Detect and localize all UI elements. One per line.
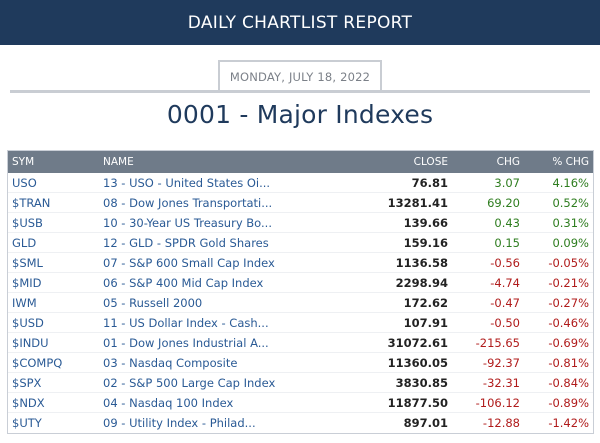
change-value: 0.15 [494, 235, 520, 250]
table-row[interactable]: $TRAN 08 - Dow Jones Transportati... 13281… [8, 193, 593, 213]
symbol-link[interactable]: $SML [12, 255, 43, 270]
percent-change-value: -0.27% [548, 295, 589, 310]
index-name-link[interactable]: 08 - Dow Jones Transportati... [103, 195, 273, 210]
table-row[interactable]: $MID 06 - S&P 400 Mid Cap Index 2298.94 -4.… [8, 273, 593, 293]
close-value: 1136.58 [395, 255, 448, 270]
change-value: 3.07 [494, 175, 520, 190]
percent-change-value: -0.81% [548, 355, 589, 370]
divider [10, 90, 590, 93]
symbol-link[interactable]: $UTY [12, 416, 42, 430]
percent-change-value: -0.21% [548, 275, 589, 290]
index-name-link[interactable]: 07 - S&P 600 Small Cap Index [103, 255, 275, 270]
index-name-link[interactable]: 09 - Utility Index - Philad... [103, 416, 256, 430]
symbol-link[interactable]: USO [12, 175, 37, 190]
change-value: 69.20 [487, 195, 520, 210]
change-value: 0.43 [494, 215, 520, 230]
percent-change-value: 0.09% [552, 235, 589, 250]
change-value: -12.88 [482, 416, 520, 430]
index-name-link[interactable]: 05 - Russell 2000 [103, 295, 203, 310]
close-value: 897.01 [403, 416, 448, 430]
column-header-sym[interactable]: SYM [12, 156, 35, 168]
symbol-link[interactable]: $TRAN [12, 195, 51, 210]
change-value: -0.47 [490, 295, 520, 310]
percent-change-value: -1.42% [548, 416, 589, 430]
change-value: -106.12 [475, 395, 520, 410]
close-value: 139.66 [403, 215, 448, 230]
indexes-table: SYM NAME CLOSE CHG % CHG USO 13 - USO - U… [7, 150, 594, 434]
table-header: SYM NAME CLOSE CHG % CHG [8, 151, 593, 173]
percent-change-value: -0.46% [548, 315, 589, 330]
symbol-link[interactable]: $INDU [12, 335, 49, 350]
index-name-link[interactable]: 02 - S&P 500 Large Cap Index [103, 375, 276, 390]
percent-change-value: -0.69% [548, 335, 589, 350]
table-row[interactable]: $NDX 04 - Nasdaq 100 Index 11877.50 -106.12… [8, 393, 593, 413]
column-header-chg[interactable]: CHG [496, 156, 520, 168]
percent-change-value: -0.05% [548, 255, 589, 270]
table-row[interactable]: $USB 10 - 30-Year US Treasury Bo... 139.66… [8, 213, 593, 233]
change-value: -4.74 [490, 275, 520, 290]
column-header-name[interactable]: NAME [103, 156, 134, 168]
index-name-link[interactable]: 12 - GLD - SPDR Gold Shares [103, 235, 269, 250]
percent-change-value: -0.89% [548, 395, 589, 410]
change-value: -32.31 [482, 375, 520, 390]
close-value: 3830.85 [395, 375, 448, 390]
change-value: -215.65 [475, 335, 520, 350]
table-row[interactable]: $USD 11 - US Dollar Index - Cash... 107.91… [8, 313, 593, 333]
report-title: DAILY CHARTLIST REPORT [187, 12, 413, 33]
symbol-link[interactable]: $MID [12, 275, 42, 290]
report-date: MONDAY, JULY 18, 2022 [218, 60, 382, 91]
table-row[interactable]: USO 13 - USO - United States Oi... 76.81 3.… [8, 173, 593, 193]
close-value: 11360.05 [387, 355, 448, 370]
column-header-pct-chg[interactable]: % CHG [552, 156, 589, 168]
table-row[interactable]: $COMPQ 03 - Nasdaq Composite 11360.05 -92.3… [8, 353, 593, 373]
report-header: DAILY CHARTLIST REPORT [0, 0, 600, 45]
table-row[interactable]: IWM 05 - Russell 2000 172.62 -0.47 -0.27% [8, 293, 593, 313]
symbol-link[interactable]: IWM [12, 295, 37, 310]
change-value: -0.50 [490, 315, 520, 330]
change-value: -0.56 [490, 255, 520, 270]
column-header-close[interactable]: CLOSE [413, 156, 448, 168]
chartlist-title: 0001 - Major Indexes [166, 100, 434, 129]
index-name-link[interactable]: 11 - US Dollar Index - Cash... [103, 315, 269, 330]
percent-change-value: -0.84% [548, 375, 589, 390]
symbol-link[interactable]: $NDX [12, 395, 45, 410]
index-name-link[interactable]: 06 - S&P 400 Mid Cap Index [103, 275, 264, 290]
change-value: -92.37 [482, 355, 520, 370]
index-name-link[interactable]: 10 - 30-Year US Treasury Bo... [103, 215, 272, 230]
close-value: 107.91 [403, 315, 448, 330]
table-row[interactable]: GLD 12 - GLD - SPDR Gold Shares 159.16 0.15… [8, 233, 593, 253]
index-name-link[interactable]: 13 - USO - United States Oi... [103, 175, 271, 190]
table-body: USO 13 - USO - United States Oi... 76.81 3.… [8, 173, 593, 433]
close-value: 11877.50 [387, 395, 448, 410]
table-row[interactable]: $SML 07 - S&P 600 Small Cap Index 1136.58 -… [8, 253, 593, 273]
close-value: 31072.61 [387, 335, 448, 350]
close-value: 76.81 [411, 175, 448, 190]
index-name-link[interactable]: 01 - Dow Jones Industrial A... [103, 335, 269, 350]
percent-change-value: 0.52% [552, 195, 589, 210]
percent-change-value: 0.31% [552, 215, 589, 230]
close-value: 13281.41 [387, 195, 448, 210]
close-value: 2298.94 [395, 275, 448, 290]
table-row[interactable]: $INDU 01 - Dow Jones Industrial A... 31072… [8, 333, 593, 353]
symbol-link[interactable]: $USB [12, 215, 43, 230]
table-row[interactable]: $UTY 09 - Utility Index - Philad... 897.01… [8, 413, 593, 433]
symbol-link[interactable]: $COMPQ [12, 355, 63, 370]
table-row[interactable]: $SPX 02 - S&P 500 Large Cap Index 3830.85 -… [8, 373, 593, 393]
close-value: 159.16 [403, 235, 448, 250]
symbol-link[interactable]: GLD [12, 235, 37, 250]
symbol-link[interactable]: $SPX [12, 375, 42, 390]
percent-change-value: 4.16% [552, 175, 589, 190]
index-name-link[interactable]: 04 - Nasdaq 100 Index [103, 395, 234, 410]
symbol-link[interactable]: $USD [12, 315, 44, 330]
close-value: 172.62 [403, 295, 448, 310]
index-name-link[interactable]: 03 - Nasdaq Composite [103, 355, 238, 370]
